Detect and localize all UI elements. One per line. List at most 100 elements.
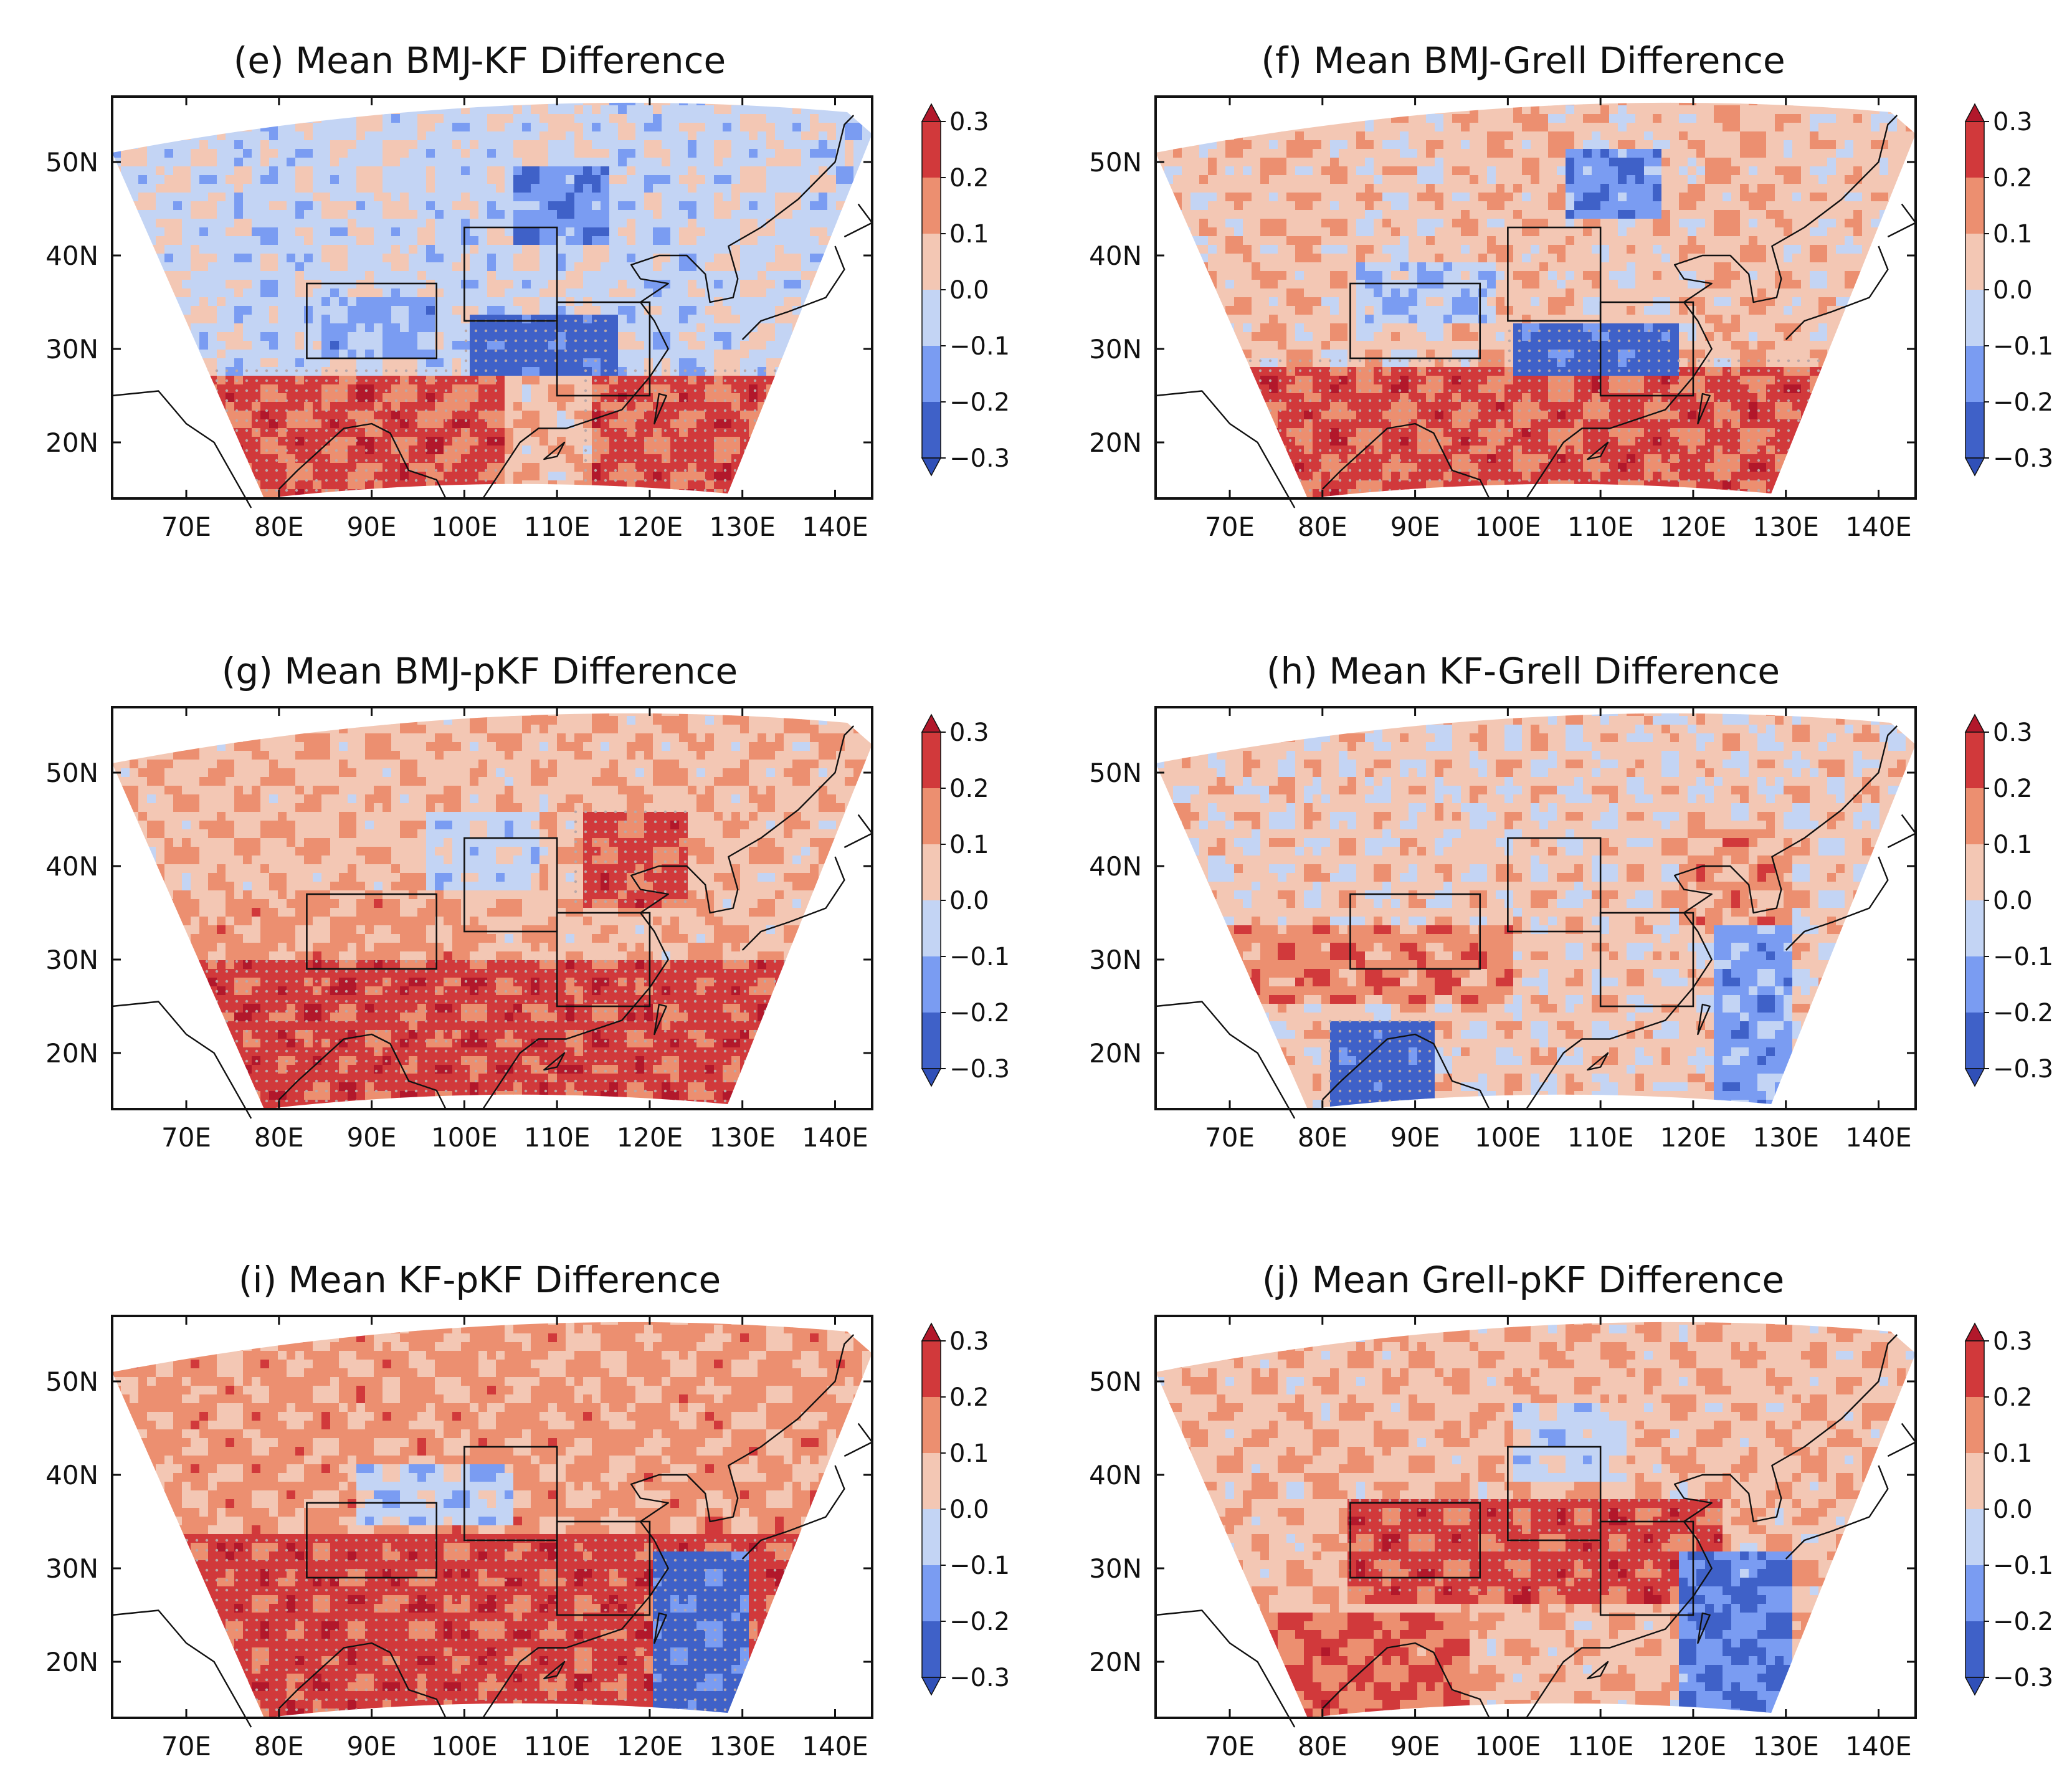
colorbar-tick-label: 0.1 — [949, 220, 989, 249]
x-tick-label: 130E — [709, 1731, 776, 1761]
colorbar-segment — [922, 1013, 941, 1069]
colorbar-segment — [922, 788, 941, 844]
x-tick-label: 100E — [431, 1731, 498, 1761]
y-tick-label: 30N — [45, 1553, 98, 1584]
panel-title: (j) Mean Grell-pKF Difference — [1262, 1259, 1784, 1301]
study-box-1 — [306, 1502, 438, 1579]
x-tick-label: 90E — [1390, 1122, 1440, 1153]
colorbar-segment — [1965, 122, 1984, 178]
plot-frame — [1154, 1315, 1917, 1719]
x-tick-label: 140E — [802, 512, 868, 542]
y-tick-label: 40N — [45, 851, 98, 882]
y-tick-label: 40N — [1089, 1460, 1142, 1490]
colorbar-tick-label: −0.1 — [1993, 332, 2053, 361]
y-tick-label: 20N — [1089, 1647, 1142, 1677]
colorbar-tick-label: 0.3 — [1993, 718, 2033, 747]
colorbar-tick-label: 0.2 — [1993, 164, 2033, 193]
colorbar-tick-label: −0.1 — [1993, 943, 2053, 971]
colorbar-tick-label: 0.1 — [1993, 831, 2033, 859]
panel-title: (g) Mean BMJ-pKF Difference — [222, 650, 738, 692]
y-tick-label: 40N — [1089, 851, 1142, 882]
study-box-1 — [306, 282, 438, 360]
x-tick-label: 110E — [1567, 1122, 1634, 1153]
colorbar-segment — [1965, 178, 1984, 234]
colorbar-segment — [1965, 1341, 1984, 1397]
study-box-1 — [1349, 1502, 1481, 1579]
colorbar-tick-label: −0.2 — [1993, 388, 2053, 417]
panel-title: (e) Mean BMJ-KF Difference — [234, 39, 726, 82]
colorbar-tick-label: −0.3 — [1993, 1055, 2053, 1084]
x-tick-label: 70E — [161, 1122, 211, 1153]
x-tick-label: 80E — [1298, 1731, 1347, 1761]
x-tick-label: 70E — [1205, 1731, 1255, 1761]
colorbar-tick-label: 0.3 — [949, 718, 989, 747]
colorbar-segment — [922, 1621, 941, 1677]
colorbar-segment — [922, 178, 941, 234]
colorbar-segment — [922, 1509, 941, 1565]
x-tick-label: 120E — [1660, 1731, 1727, 1761]
x-tick-label: 120E — [617, 1122, 683, 1153]
study-box-3 — [556, 301, 651, 397]
y-tick-label: 30N — [45, 334, 98, 365]
x-tick-label: 70E — [161, 1731, 211, 1761]
x-tick-label: 140E — [802, 1122, 868, 1153]
colorbar-segment — [1965, 1397, 1984, 1453]
x-tick-label: 110E — [1567, 512, 1634, 542]
colorbar-segment — [922, 900, 941, 956]
y-tick-label: 30N — [45, 945, 98, 975]
study-box-2 — [463, 226, 558, 322]
panel-title: (h) Mean KF-Grell Difference — [1266, 650, 1780, 692]
x-tick-label: 80E — [254, 1122, 304, 1153]
plot-frame — [1154, 706, 1917, 1110]
x-tick-label: 80E — [254, 512, 304, 542]
colorbar-tick-label: 0.1 — [949, 831, 989, 859]
study-box-1 — [1349, 282, 1481, 360]
study-box-2 — [463, 837, 558, 933]
colorbar-segment — [1965, 956, 1984, 1013]
colorbar-tick-label: 0.0 — [1993, 276, 2033, 305]
colorbar-tick-label: 0.3 — [949, 108, 989, 136]
colorbar-tick-label: 0.2 — [949, 1383, 989, 1412]
y-tick-label: 30N — [1089, 334, 1142, 365]
x-tick-label: 110E — [524, 1122, 591, 1153]
panel-title: (i) Mean KF-pKF Difference — [239, 1259, 721, 1301]
colorbar-tick-label: 0.0 — [1993, 1495, 2033, 1524]
x-tick-label: 100E — [1475, 512, 1541, 542]
colorbar-segment — [922, 1453, 941, 1509]
colorbar-tick-label: 0.0 — [1993, 887, 2033, 915]
x-tick-label: 70E — [1205, 512, 1255, 542]
y-tick-label: 50N — [45, 1366, 98, 1397]
x-tick-label: 120E — [617, 512, 683, 542]
x-tick-label: 90E — [347, 1731, 397, 1761]
colorbar-segment — [1965, 346, 1984, 402]
study-box-1 — [306, 893, 438, 970]
colorbar-segment — [1965, 290, 1984, 346]
colorbar-tick-label: −0.2 — [949, 1608, 1010, 1636]
colorbar-tick-label: −0.3 — [949, 444, 1010, 473]
colorbar-tick-label: 0.3 — [1993, 1327, 2033, 1356]
y-tick-label: 50N — [1089, 147, 1142, 178]
x-tick-label: 140E — [1845, 1122, 1912, 1153]
x-tick-label: 70E — [161, 512, 211, 542]
study-box-3 — [1599, 1520, 1694, 1616]
x-tick-label: 100E — [1475, 1731, 1541, 1761]
y-tick-label: 40N — [1089, 241, 1142, 271]
colorbar-segment — [1965, 788, 1984, 844]
colorbar-tick-label: −0.2 — [949, 999, 1010, 1027]
colorbar-segment — [922, 290, 941, 346]
colorbar-segment — [1965, 234, 1984, 290]
colorbar-tick-label: −0.1 — [949, 332, 1010, 361]
y-tick-label: 20N — [45, 1038, 98, 1069]
colorbar-tick-label: −0.3 — [1993, 444, 2053, 473]
plot-frame — [111, 706, 873, 1110]
colorbar-tick-label: 0.0 — [949, 887, 989, 915]
x-tick-label: 90E — [347, 1122, 397, 1153]
colorbar-tick-label: 0.2 — [949, 774, 989, 803]
y-tick-label: 20N — [45, 427, 98, 458]
panel-title: (f) Mean BMJ-Grell Difference — [1261, 39, 1785, 82]
x-tick-label: 120E — [1660, 1122, 1727, 1153]
colorbar-segment — [1965, 1013, 1984, 1069]
x-tick-label: 80E — [1298, 512, 1347, 542]
colorbar-segment — [1965, 402, 1984, 458]
